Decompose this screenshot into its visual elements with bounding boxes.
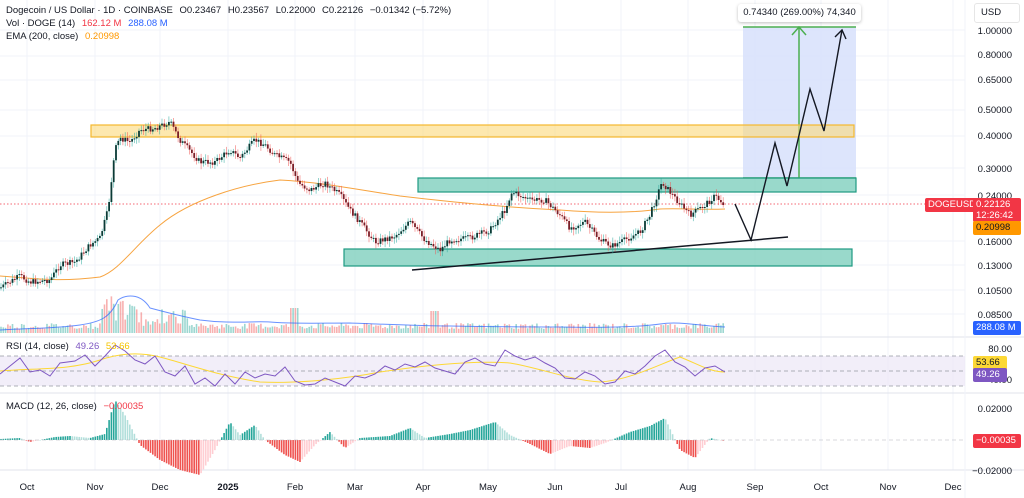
volume-label: Vol · DOGE (14) [6,18,76,29]
macd-legend: MACD (12, 26, close) −0.00035 [6,400,147,413]
price-axis-label: 0.40000 [977,131,1012,142]
mid-resistance-zone [417,177,857,193]
countdown: 12:26:42 [976,210,1013,221]
macd-axis-label: 0.02000 [977,404,1012,415]
macd-tag: −0.00035 [973,434,1021,448]
volume-ma-value: 288.08 M [128,18,168,29]
rsi-axis-label: 80.00 [988,344,1012,355]
last-price-tag: 0.22126 12:26:42 [973,198,1021,222]
currency-button[interactable]: USD [974,3,1020,23]
price-axis-label: 1.00000 [977,26,1012,37]
rsi-legend: RSI (14, close) 49.26 53.66 [6,340,134,353]
price-axis-label: 0.30000 [977,164,1012,175]
symbol-title: Dogecoin / US Dollar · 1D · COINBASE [6,5,173,16]
rsi-label: RSI (14, close) [6,341,69,352]
last-price: 0.22126 [976,199,1011,210]
price-candles [0,116,725,292]
ema-legend: EMA (200, close) 0.20998 [6,30,123,43]
time-axis-label: Oct [19,482,35,493]
rsi-value: 49.26 [75,341,100,352]
volume-bars [0,296,724,333]
time-axis-label: May [479,482,497,493]
open-value: O0.23467 [179,5,222,16]
measure-tooltip: 0.74340 (269.00%) 74,340 [738,4,861,22]
price-axis-label: 0.10500 [977,286,1012,297]
macd-label: MACD (12, 26, close) [6,401,97,412]
macd-axis-label: −0.02000 [972,466,1012,477]
macd-histogram [0,401,724,475]
symbol-legend: Dogecoin / US Dollar · 1D · COINBASE O0.… [6,4,455,17]
rsi-ma-tag: 53.66 [973,356,1007,370]
time-axis-label: Nov [879,482,897,493]
price-axis-label: 0.24000 [977,191,1012,202]
rsi-ma-value: 53.66 [105,341,130,352]
volume-legend: Vol · DOGE (14) 162.12 M 288.08 M [6,17,172,30]
symbol-tag: DOGEUSD [925,198,980,212]
price-axis-label: 0.50000 [977,105,1012,116]
high-value: H0.23567 [227,5,270,16]
time-axis-label: Sep [746,482,764,493]
price-axis-label: 0.08500 [977,310,1012,321]
time-axis-label: Feb [286,482,304,493]
resistance-zone [90,124,855,138]
rising-trendline [411,236,789,271]
time-axis-label: Nov [86,482,104,493]
price-axis-label: 0.80000 [977,50,1012,61]
low-value: L0.22000 [275,5,316,16]
ema-label: EMA (200, close) [6,31,79,42]
ema-200-line [0,179,726,281]
time-axis-label: Oct [813,482,829,493]
close-value: C0.22126 [321,5,364,16]
support-zone [343,248,853,267]
time-axis-label: Dec [151,482,169,493]
price-axis-label: 0.65000 [977,75,1012,86]
ema-tag: 0.20998 [973,221,1021,235]
time-axis-label: 2025 [217,482,239,493]
time-axis-label: Mar [346,482,364,493]
time-axis-label: Aug [679,482,697,493]
volume-ma-tag: 288.08 M [973,321,1021,335]
time-axis-label: Jun [547,482,563,493]
time-axis-label: Jul [614,482,628,493]
change-value: −0.01342 (−5.72%) [369,5,452,16]
time-axis-label: Dec [944,482,962,493]
volume-value: 162.12 M [81,18,122,29]
time-axis-label: Apr [415,482,431,493]
macd-value: −0.00035 [103,401,144,412]
rsi-tag: 49.26 [973,368,1007,382]
projection-path [734,29,843,243]
price-axis-label: 0.16000 [977,237,1012,248]
price-axis-label: 0.13000 [977,261,1012,272]
ema-value: 0.20998 [84,31,120,42]
